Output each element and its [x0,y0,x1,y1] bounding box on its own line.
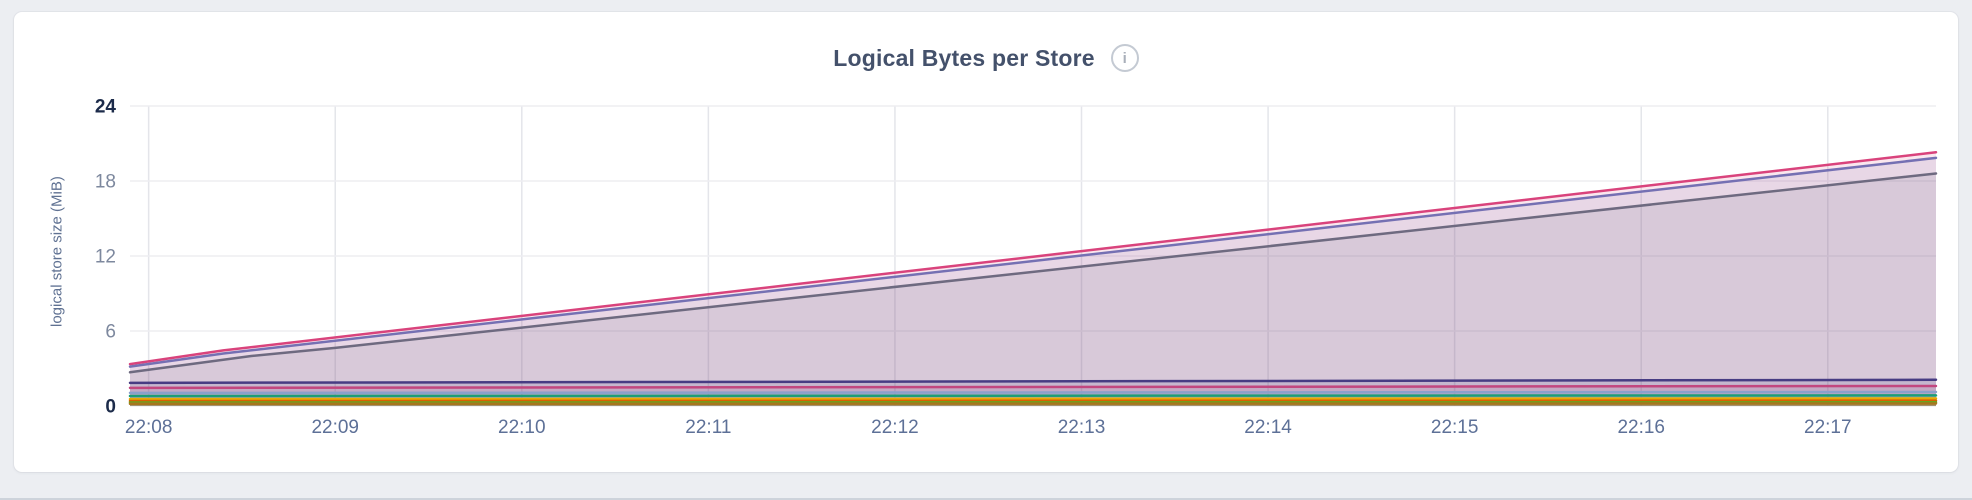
x-tick-label: 22:10 [498,417,546,438]
y-tick-label: 24 [95,96,117,117]
page-bottom-divider [0,498,1972,500]
chart-header: Logical Bytes per Store i [14,44,1958,72]
x-tick-label: 22:12 [871,417,919,438]
y-axis-title: logical store size (MiB) [48,176,66,328]
series-area-1 [130,152,1936,406]
y-tick-label: 6 [105,321,116,342]
series-line-5 [128,384,1938,390]
series-line-8 [128,397,1938,401]
series-area-3 [130,173,1936,406]
x-tick-label: 22:17 [1804,417,1852,438]
metric-chart-card: Logical Bytes per Store i logical store … [14,12,1958,472]
series-line-2 [128,156,1938,368]
chart-title: Logical Bytes per Store [833,44,1095,71]
chart-body: logical store size (MiB) 22:08 22:09 22:10… [14,96,1958,441]
x-tick-label: 22:08 [125,417,173,438]
series-line-4 [128,378,1938,385]
x-tick-label: 22:13 [1058,417,1106,438]
y-tick-label: 12 [95,246,116,267]
series-line-1 [128,151,1938,366]
series-line-6 [128,390,1938,395]
series-line-3 [128,172,1938,374]
x-tick-label: 22:09 [311,417,359,438]
x-tick-label: 22:11 [685,417,731,438]
y-tick-label: 0 [105,396,116,417]
chart-canvas[interactable]: 22:08 22:09 22:10 22:11 22:12 22:13 22:14 22:15… [72,96,1952,441]
series-line-7 [128,394,1938,398]
x-tick-label: 22:16 [1617,417,1665,438]
y-tick-label: 18 [95,171,116,192]
series-area-2 [130,157,1936,406]
x-tick-label: 22:15 [1431,417,1479,438]
x-tick-label: 22:14 [1244,417,1292,438]
info-icon[interactable]: i [1110,44,1139,72]
